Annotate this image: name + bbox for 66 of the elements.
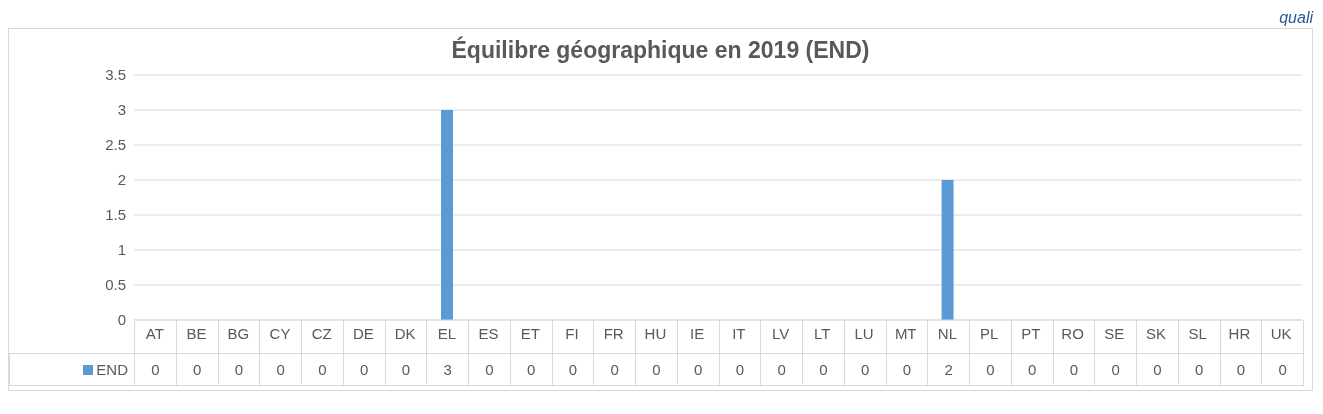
- x-tick-label: HR: [1228, 324, 1251, 342]
- x-tick-label: FR: [603, 324, 624, 342]
- x-tick-label: ET: [520, 324, 540, 342]
- text: quali: [1279, 9, 1313, 26]
- x-tick-label: IT: [732, 324, 746, 342]
- x-tick-label: SK: [1145, 324, 1167, 342]
- y-tick-label: 2: [117, 171, 126, 189]
- x-tick-label: HU: [644, 324, 667, 342]
- x-tick-label: DK: [394, 324, 416, 342]
- data-label: 0: [342, 354, 385, 385]
- x-tick-label: LT: [814, 324, 831, 342]
- legend-label: END: [9, 354, 134, 385]
- x-tick-label: PT: [1021, 324, 1041, 342]
- x-tick-label: EL: [437, 324, 457, 342]
- data-label: 2: [927, 354, 969, 385]
- data-label: 0: [843, 354, 886, 385]
- data-label: 0: [676, 354, 719, 385]
- data-label: 0: [217, 354, 260, 385]
- x-tick-label: MT: [894, 324, 917, 342]
- data-label: 0: [1094, 354, 1136, 385]
- data-label: 0: [593, 354, 635, 385]
- y-tick-label: 2.5: [105, 136, 126, 154]
- data-label: 0: [259, 354, 301, 385]
- data-label: 0: [802, 354, 844, 385]
- data-label: 0: [1010, 354, 1053, 385]
- x-tick-label: NL: [937, 324, 958, 342]
- data-label: 0: [175, 354, 218, 385]
- data-label: 0: [1052, 354, 1095, 385]
- data-label: 0: [635, 354, 677, 385]
- x-tick-label: LU: [854, 324, 874, 342]
- x-tick-label: PL: [979, 324, 999, 342]
- data-label: 0: [301, 354, 343, 385]
- data-label: 0: [1136, 354, 1178, 385]
- data-label: 0: [760, 354, 802, 385]
- data-label: 0: [718, 354, 761, 385]
- x-tick-label: ES: [478, 324, 499, 342]
- data-label: 0: [1177, 354, 1220, 385]
- x-tick-label: CY: [269, 324, 291, 342]
- x-tick-label: SE: [1104, 324, 1125, 342]
- x-tick-label: RO: [1061, 324, 1084, 342]
- chart-title: Équilibre géographique en 2019 (END): [450, 37, 871, 64]
- x-tick-label: BG: [227, 324, 250, 342]
- data-label: 0: [509, 354, 552, 385]
- data-label: 0: [885, 354, 928, 385]
- x-tick-label: BE: [186, 324, 207, 342]
- data-label: 0: [384, 354, 427, 385]
- data-label: 0: [969, 354, 1011, 385]
- y-tick-label: 1.5: [105, 206, 126, 224]
- data-label: 0: [1219, 354, 1262, 385]
- y-tick-label: 3: [117, 101, 126, 119]
- data-label: 0: [1261, 354, 1304, 385]
- y-tick-label: 0: [117, 311, 126, 329]
- x-tick-label: UK: [1270, 324, 1292, 342]
- y-tick-label: 0.5: [105, 276, 126, 294]
- y-tick-label: 1: [117, 241, 126, 259]
- x-tick-label: IE: [690, 324, 705, 342]
- x-tick-label: SL: [1188, 324, 1207, 342]
- x-tick-label: DE: [353, 324, 374, 342]
- data-label: 0: [468, 354, 510, 385]
- data-label: 0: [551, 354, 594, 385]
- x-tick-label: LV: [771, 324, 790, 342]
- x-tick-label: FI: [565, 324, 579, 342]
- x-tick-label: CZ: [311, 324, 332, 342]
- y-tick-label: 3.5: [105, 66, 126, 84]
- x-tick-label: AT: [145, 324, 164, 342]
- data-label: 3: [426, 354, 468, 385]
